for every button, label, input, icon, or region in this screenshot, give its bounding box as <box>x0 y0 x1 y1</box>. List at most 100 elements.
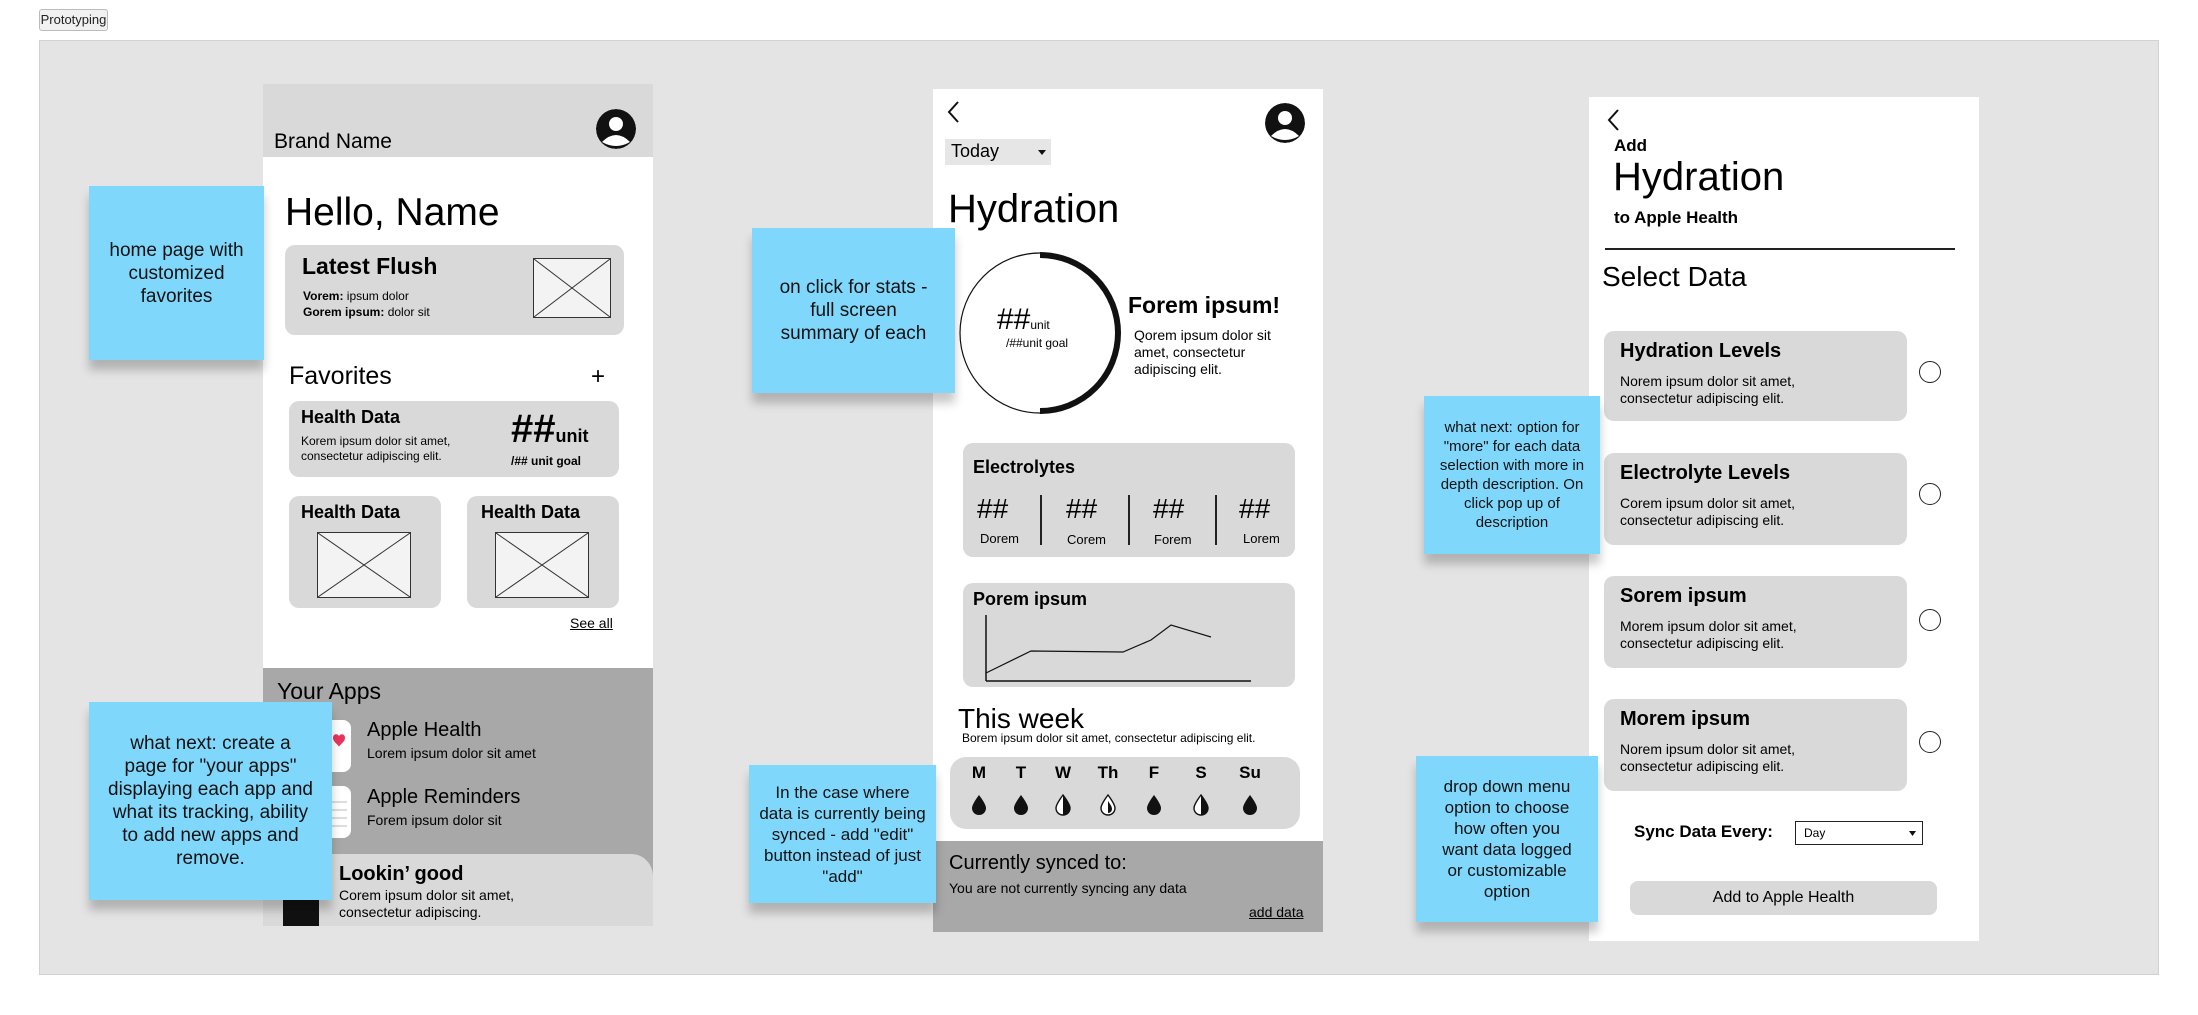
option-radio[interactable] <box>1919 609 1941 631</box>
week-tracker-card[interactable]: M T W Th F S Su <box>950 757 1300 829</box>
option-radio[interactable] <box>1919 731 1941 753</box>
select-data-title: Select Data <box>1602 261 1747 292</box>
option-title: Sorem ipsum <box>1620 585 1747 607</box>
row-key: Vorem: <box>303 289 344 303</box>
option-radio[interactable] <box>1919 483 1941 505</box>
option-title: Hydration Levels <box>1620 340 1782 362</box>
latest-flush-card[interactable]: Latest Flush Vorem: ipsum dolor Gorem ip… <box>285 245 624 335</box>
favorite-health-data-card[interactable]: Health Data Korem ipsum dolor sit amet, … <box>289 401 619 477</box>
this-week-title: This week <box>958 703 1085 734</box>
hydration-progress-ring[interactable] <box>957 250 1123 416</box>
prototyping-tab[interactable]: Prototyping <box>39 9 108 31</box>
screen-subtitle: to Apple Health <box>1614 208 1739 227</box>
water-drop-icon[interactable] <box>1193 794 1209 816</box>
card-title: Health Data <box>481 502 581 522</box>
period-dropdown[interactable]: Today <box>945 139 1051 165</box>
divider <box>1128 495 1130 545</box>
electrolytes-card[interactable]: Electrolytes ## Dorem ## Corem ## Forem … <box>963 443 1295 557</box>
trend-line-chart <box>985 615 1251 682</box>
user-icon <box>1265 103 1305 143</box>
this-week-desc: Borem ipsum dolor sit amet, consectetur … <box>962 731 1256 745</box>
sticky-text: what next: option for "more" for each da… <box>1439 419 1585 531</box>
back-button[interactable] <box>1605 107 1621 138</box>
option-desc: Norem ipsum dolor sit amet, consectetur … <box>1620 373 1796 406</box>
electrolyte-value: ## <box>977 493 1009 524</box>
synced-desc: You are not currently syncing any data <box>949 880 1187 896</box>
sync-label: Sync Data Every: <box>1634 822 1773 841</box>
day-label: T <box>1015 763 1027 782</box>
card-value: ##unit <box>511 407 589 452</box>
add-to-health-button[interactable]: Add to Apple Health <box>1630 881 1937 915</box>
water-drop-icon[interactable] <box>1055 794 1071 816</box>
sticky-text: home page with customized favorites <box>109 239 244 307</box>
row-value: ipsum dolor <box>343 289 409 303</box>
screen-title: Hydration <box>1613 155 1785 199</box>
greeting: Hello, Name <box>285 191 500 234</box>
electrolyte-label: Dorem <box>980 531 1020 546</box>
profile-avatar[interactable] <box>1265 103 1305 143</box>
sticky-text: what next: create a page for "your apps"… <box>108 733 313 869</box>
add-to-health-label: Add to Apple Health <box>1712 889 1855 906</box>
image-placeholder <box>317 532 411 598</box>
porem-ipsum-card[interactable]: Porem ipsum <box>963 583 1295 687</box>
day-label: Th <box>1097 763 1119 782</box>
card-desc: Korem ipsum dolor sit amet, consectetur … <box>301 434 451 463</box>
day-label: S <box>1195 763 1207 782</box>
ring-goal: /##unit goal <box>1006 336 1069 350</box>
sticky-note-synced: In the case where data is currently bein… <box>749 765 936 903</box>
electrolyte-label: Lorem <box>1243 531 1280 546</box>
back-button[interactable] <box>945 99 961 130</box>
app-name[interactable]: Apple Reminders <box>367 786 521 808</box>
app-desc: Lorem ipsum dolor sit amet <box>367 745 536 761</box>
option-desc: Morem ipsum dolor sit amet, consectetur … <box>1620 618 1797 651</box>
electrolyte-value: ## <box>1239 493 1271 524</box>
divider <box>1215 495 1217 545</box>
add-data-link[interactable]: add data <box>1249 904 1304 920</box>
value-number: ## <box>511 407 556 451</box>
card-title: Health Data <box>301 407 401 427</box>
water-drop-icon[interactable] <box>1146 794 1162 816</box>
add-label: Add <box>1614 136 1648 155</box>
ring-progress-arc <box>1039 252 1121 414</box>
ring-value: ##unit <box>997 303 1107 337</box>
ring-number: ## <box>997 303 1031 336</box>
option-title: Morem ipsum <box>1620 708 1751 730</box>
row-key: Gorem ipsum: <box>303 305 385 319</box>
lookin-good-title: Lookin’ good <box>339 863 464 885</box>
day-label: F <box>1148 763 1160 782</box>
app-name[interactable]: Apple Health <box>367 719 482 741</box>
latest-flush-row-1: Vorem: ipsum dolor <box>303 289 409 303</box>
electrolyte-value: ## <box>1153 493 1185 524</box>
period-value: Today <box>951 141 1000 161</box>
health-data-card[interactable]: Health Data <box>467 496 619 608</box>
home-header <box>263 84 653 157</box>
water-drop-icon[interactable] <box>1100 794 1116 816</box>
data-option-card[interactable]: Electrolyte Levels Corem ipsum dolor sit… <box>1604 453 1907 545</box>
water-drop-icon[interactable] <box>1013 794 1029 816</box>
day-label: M <box>971 763 987 782</box>
day-label: Su <box>1239 763 1261 782</box>
lookin-good-desc: Corem ipsum dolor sit amet, consectetur … <box>339 887 515 920</box>
option-title: Electrolyte Levels <box>1620 462 1791 484</box>
sync-value: Day <box>1804 826 1826 840</box>
ring-unit: unit <box>1030 318 1050 332</box>
latest-flush-row-2: Gorem ipsum: dolor sit <box>303 305 430 319</box>
sticky-text: drop down menu option to choose how ofte… <box>1442 777 1572 901</box>
option-radio[interactable] <box>1919 361 1941 383</box>
sticky-note-home: home page with customized favorites <box>89 186 264 360</box>
profile-avatar[interactable] <box>596 109 636 149</box>
water-drop-icon[interactable] <box>971 794 987 816</box>
electrolyte-label: Forem <box>1154 532 1192 547</box>
add-favorite-button[interactable]: + <box>591 363 606 390</box>
sticky-text: In the case where data is currently bein… <box>759 782 926 886</box>
add-to-health-screen: Add Hydration to Apple Health Select Dat… <box>1589 97 1979 941</box>
card-title: Health Data <box>301 502 401 522</box>
sync-frequency-select[interactable]: Day <box>1795 821 1923 845</box>
data-option-card[interactable]: Sorem ipsum Morem ipsum dolor sit amet, … <box>1604 576 1907 668</box>
see-all-link[interactable]: See all <box>570 615 613 631</box>
data-option-card[interactable]: Hydration Levels Norem ipsum dolor sit a… <box>1604 331 1907 421</box>
health-data-card[interactable]: Health Data <box>289 496 441 608</box>
water-drop-icon[interactable] <box>1242 794 1258 816</box>
data-option-card[interactable]: Morem ipsum Norem ipsum dolor sit amet, … <box>1604 699 1907 791</box>
app-desc: Forem ipsum dolor sit <box>367 812 502 828</box>
